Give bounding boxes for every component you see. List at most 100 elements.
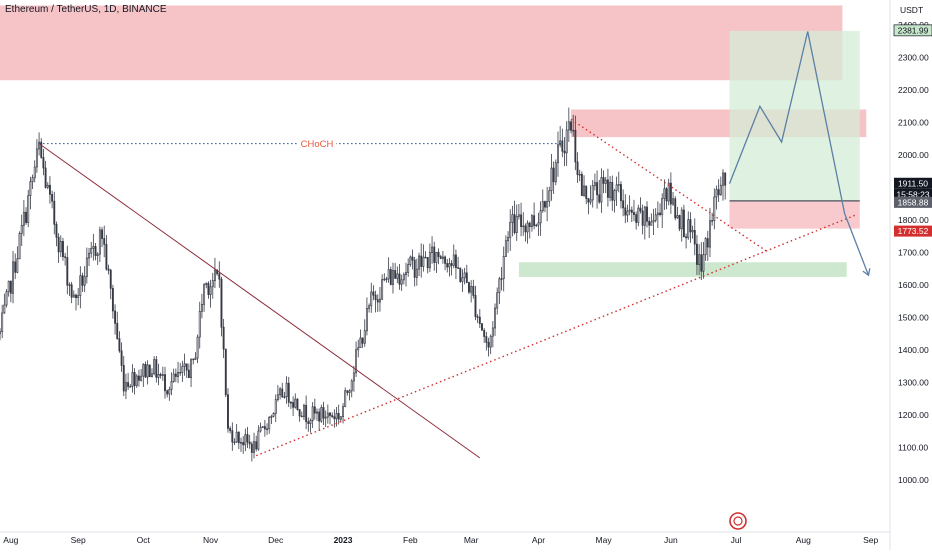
countdown-price-label: 15:58:23 bbox=[896, 189, 929, 199]
candle-body bbox=[311, 406, 314, 421]
candle-body bbox=[522, 225, 525, 228]
candle-body bbox=[530, 215, 533, 228]
candle-body bbox=[502, 256, 505, 280]
candle-body bbox=[402, 274, 405, 281]
candle-body bbox=[381, 279, 384, 300]
candle-body bbox=[630, 209, 633, 213]
candle-body bbox=[676, 215, 679, 219]
candle-body bbox=[663, 188, 666, 199]
candle-body bbox=[357, 347, 360, 351]
candle-body bbox=[235, 431, 238, 443]
candle-body bbox=[352, 372, 355, 382]
candle-body bbox=[116, 322, 119, 340]
candle-body bbox=[324, 416, 327, 419]
candle-body bbox=[300, 415, 303, 418]
candle-body bbox=[218, 273, 221, 280]
candle-body bbox=[309, 420, 312, 424]
candle-body bbox=[546, 200, 549, 208]
candle-body bbox=[31, 177, 34, 183]
candle-body bbox=[114, 310, 117, 324]
candle-body bbox=[431, 246, 434, 254]
candle-body bbox=[253, 441, 255, 453]
candle-body bbox=[35, 148, 38, 168]
candle-body bbox=[422, 256, 425, 267]
candle-body bbox=[25, 211, 28, 223]
candle-body bbox=[146, 364, 149, 378]
candle-body bbox=[213, 269, 216, 281]
candle-body bbox=[270, 415, 273, 418]
candle-body bbox=[437, 251, 440, 257]
last-price-box bbox=[894, 177, 932, 189]
candle-body bbox=[289, 401, 292, 404]
candle-body bbox=[33, 166, 36, 179]
candle-body bbox=[179, 372, 182, 374]
candle-body bbox=[461, 277, 464, 282]
candle-body bbox=[14, 261, 17, 273]
candle-body bbox=[55, 223, 58, 238]
candle-body bbox=[231, 430, 234, 443]
candle-body bbox=[70, 284, 73, 298]
candle-body bbox=[698, 254, 701, 265]
candle-body bbox=[305, 404, 308, 423]
candle-body bbox=[468, 282, 470, 293]
resistance-zone-0 bbox=[0, 5, 843, 81]
support-zone-2 bbox=[518, 262, 847, 277]
candle-body bbox=[124, 382, 127, 392]
candle-body bbox=[374, 294, 377, 300]
watermark-logo-inner bbox=[733, 516, 743, 526]
candle-body bbox=[511, 214, 514, 223]
candle-body bbox=[648, 220, 651, 226]
candle-body bbox=[487, 341, 490, 348]
candle-body bbox=[682, 209, 685, 238]
candle-body bbox=[435, 251, 438, 263]
candle-body bbox=[491, 327, 494, 337]
candle-body bbox=[94, 246, 97, 256]
chart-title: Ethereum / TetherUS, 1D, BINANCE bbox=[5, 4, 167, 15]
candle-body bbox=[266, 428, 269, 430]
candle-body bbox=[164, 374, 166, 392]
candle-body bbox=[711, 220, 714, 222]
candle-body bbox=[207, 283, 210, 295]
candle-body bbox=[248, 441, 251, 445]
price-tick-label: 1800.00 bbox=[898, 215, 929, 225]
candle-body bbox=[483, 329, 486, 337]
candle-body bbox=[40, 141, 43, 158]
candle-body bbox=[713, 196, 716, 221]
candle-body bbox=[722, 172, 724, 186]
candle-body bbox=[20, 224, 23, 234]
candle-body bbox=[472, 286, 475, 296]
candle-body bbox=[98, 229, 101, 255]
candle-body bbox=[476, 316, 479, 318]
candle-body bbox=[496, 292, 499, 309]
entry-price-label: 1858.88 bbox=[898, 197, 929, 207]
candle-body bbox=[370, 291, 373, 307]
candle-body bbox=[580, 174, 583, 196]
candle-body bbox=[639, 207, 642, 212]
candle-body bbox=[515, 216, 518, 233]
candle-body bbox=[669, 182, 672, 205]
price-tick-label: 1700.00 bbox=[898, 248, 929, 258]
candle-body bbox=[187, 369, 190, 378]
candle-body bbox=[339, 416, 342, 420]
candle-body bbox=[626, 210, 629, 216]
candle-body bbox=[524, 225, 527, 233]
candle-body bbox=[200, 304, 203, 312]
choch-label: CHoCH bbox=[301, 139, 334, 150]
candle-body bbox=[90, 248, 93, 254]
candle-body bbox=[563, 150, 566, 154]
price-tick-label: 2000.00 bbox=[898, 150, 929, 160]
candle-body bbox=[709, 220, 711, 248]
candle-body bbox=[439, 256, 442, 259]
candle-body bbox=[591, 185, 594, 201]
candle-body bbox=[190, 358, 193, 378]
candle-body bbox=[127, 382, 130, 387]
candle-body bbox=[457, 267, 460, 269]
candle-body bbox=[704, 238, 707, 256]
candle-body bbox=[376, 299, 379, 303]
candles-layer bbox=[0, 107, 727, 462]
candle-body bbox=[1, 312, 4, 333]
candle-body bbox=[122, 365, 125, 392]
candle-body bbox=[693, 230, 696, 245]
